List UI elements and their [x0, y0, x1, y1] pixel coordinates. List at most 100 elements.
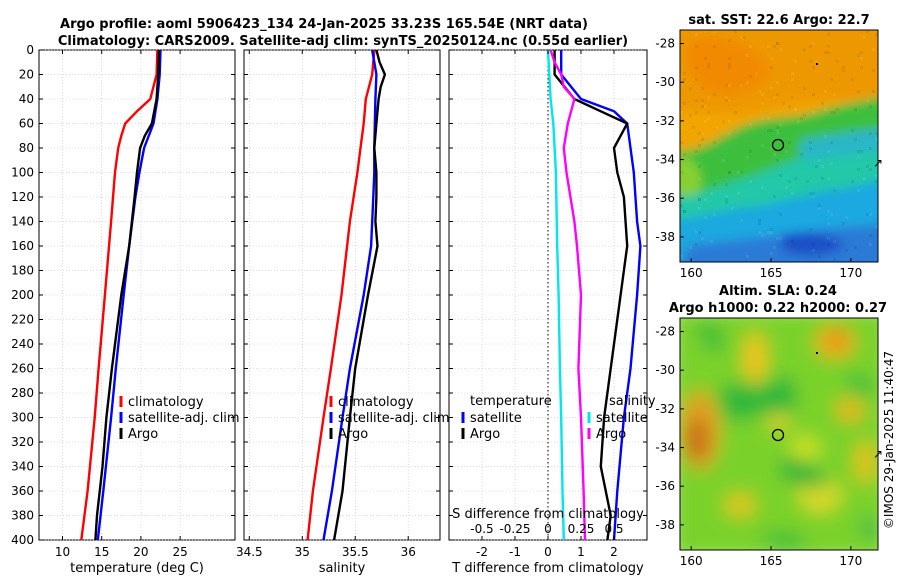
y-tick-label: 300 [11, 411, 34, 425]
sst-pixel [680, 255, 683, 258]
map-y-tick-label: -34 [655, 441, 675, 455]
sst-pixel [722, 120, 725, 123]
series-line-t-satellite [560, 50, 642, 540]
sst-pixel [803, 48, 806, 51]
sst-pixel [761, 144, 764, 147]
sst-pixel [758, 231, 761, 234]
sst-pixel [758, 222, 761, 225]
sst-pixel [806, 180, 809, 183]
y-tick-label: 320 [11, 435, 34, 449]
sst-pixel [701, 138, 704, 141]
sst-pixel [821, 177, 824, 180]
sst-pixel [773, 246, 776, 249]
temperature-legend: climatology satellite-adj. clim Argo [119, 395, 240, 442]
series-line-argo [94, 50, 161, 540]
sst-pixel [770, 252, 773, 255]
map-y-tick-label: -28 [655, 37, 675, 51]
sst-pixel [767, 45, 770, 48]
y-tick-label: 200 [11, 288, 34, 302]
sst-pixel [791, 240, 794, 243]
sst-pixel [728, 132, 731, 135]
y-tick-label: 160 [11, 239, 34, 253]
sst-pixel [812, 195, 815, 198]
y-tick-label: 60 [19, 117, 34, 131]
sst-pixel [695, 243, 698, 246]
y-tick-label: 340 [11, 460, 34, 474]
sst-pixel [866, 213, 869, 216]
sst-pixel [683, 102, 686, 105]
sst-pixel [857, 150, 860, 153]
sst-pixel [857, 189, 860, 192]
sst-float-marker [771, 138, 785, 152]
x-tick-label: -2 [476, 545, 488, 559]
sst-pixel [725, 183, 728, 186]
sst-pixel [851, 78, 854, 81]
y-tick-label: 380 [11, 509, 34, 523]
sst-pixel [824, 135, 827, 138]
series-line-s-argo [549, 50, 587, 540]
sst-pixel [680, 171, 683, 174]
sst-pixel [857, 90, 860, 93]
temperature-profile-chart: 0 20 40 60 80 100 120 140 160 180 200 220 240 260 280 3… [11, 43, 240, 576]
sst-pixel [704, 216, 707, 219]
legend-label-s-satellite: satellite [596, 411, 648, 426]
sst-pixel [680, 75, 683, 78]
sst-pixel [680, 141, 683, 144]
map-y-tick-label: -36 [655, 479, 675, 493]
sst-pixel [875, 33, 878, 36]
sst-pixel [845, 249, 848, 252]
legend-label-t-argo: Argo [470, 427, 500, 442]
sst-pixel [746, 81, 749, 84]
sst-pixel [869, 234, 872, 237]
sst-pixel [728, 57, 731, 60]
sst-pixel [779, 123, 782, 126]
map-x-tick-label: 165 [760, 554, 783, 568]
sst-pixel [809, 147, 812, 150]
difference-xlabel: T difference from climatology [451, 561, 644, 576]
sla-map-subtitle: Argo h1000: 0.22 h2000: 0.27 [669, 301, 887, 316]
sst-pixel [803, 87, 806, 90]
sst-pixel [716, 126, 719, 129]
sst-pixel [770, 231, 773, 234]
figure-title-line2: Climatology: CARS2009. Satellite-adj cli… [58, 34, 628, 49]
sst-pixel [824, 51, 827, 54]
top-x-tick-label: 0.25 [568, 522, 595, 536]
sst-pixel [728, 66, 731, 69]
sst-pixel [779, 174, 782, 177]
sst-pixel [713, 30, 716, 33]
sst-pixel [683, 153, 686, 156]
sst-pixel [680, 126, 683, 129]
sst-pixel [812, 111, 815, 114]
sst-pixel [698, 144, 701, 147]
sst-pixel [836, 60, 839, 63]
sst-pixel [728, 39, 731, 42]
sst-pixel [800, 117, 803, 120]
sst-pixel [728, 171, 731, 174]
sst-pixel [695, 45, 698, 48]
sst-pixel [800, 153, 803, 156]
y-tick-label: 220 [11, 313, 34, 327]
sst-pixel [860, 57, 863, 60]
sst-pixel [791, 192, 794, 195]
sst-pixel [713, 45, 716, 48]
figure-title-line1: Argo profile: aoml 5906423_134 24-Jan-20… [60, 17, 588, 32]
sst-pixel [770, 87, 773, 90]
sst-pixel [749, 123, 752, 126]
sst-pixel [695, 66, 698, 69]
sst-pixel [707, 117, 710, 120]
sst-pixel [809, 60, 812, 63]
y-tick-label: 280 [11, 386, 34, 400]
sst-pixel [698, 231, 701, 234]
sst-map-marker-dot [816, 63, 818, 65]
y-tick-label: 40 [19, 92, 34, 106]
sst-pixel [758, 90, 761, 93]
sst-pixel [869, 147, 872, 150]
sst-pixel [704, 198, 707, 201]
sst-pixel [875, 180, 878, 183]
sst-pixel [701, 237, 704, 240]
x-tick-label: 10 [55, 545, 70, 559]
sst-pixel [680, 111, 683, 114]
sst-pixel [758, 219, 761, 222]
sst-map-title: sat. SST: 22.6 Argo: 22.7 [688, 13, 869, 28]
